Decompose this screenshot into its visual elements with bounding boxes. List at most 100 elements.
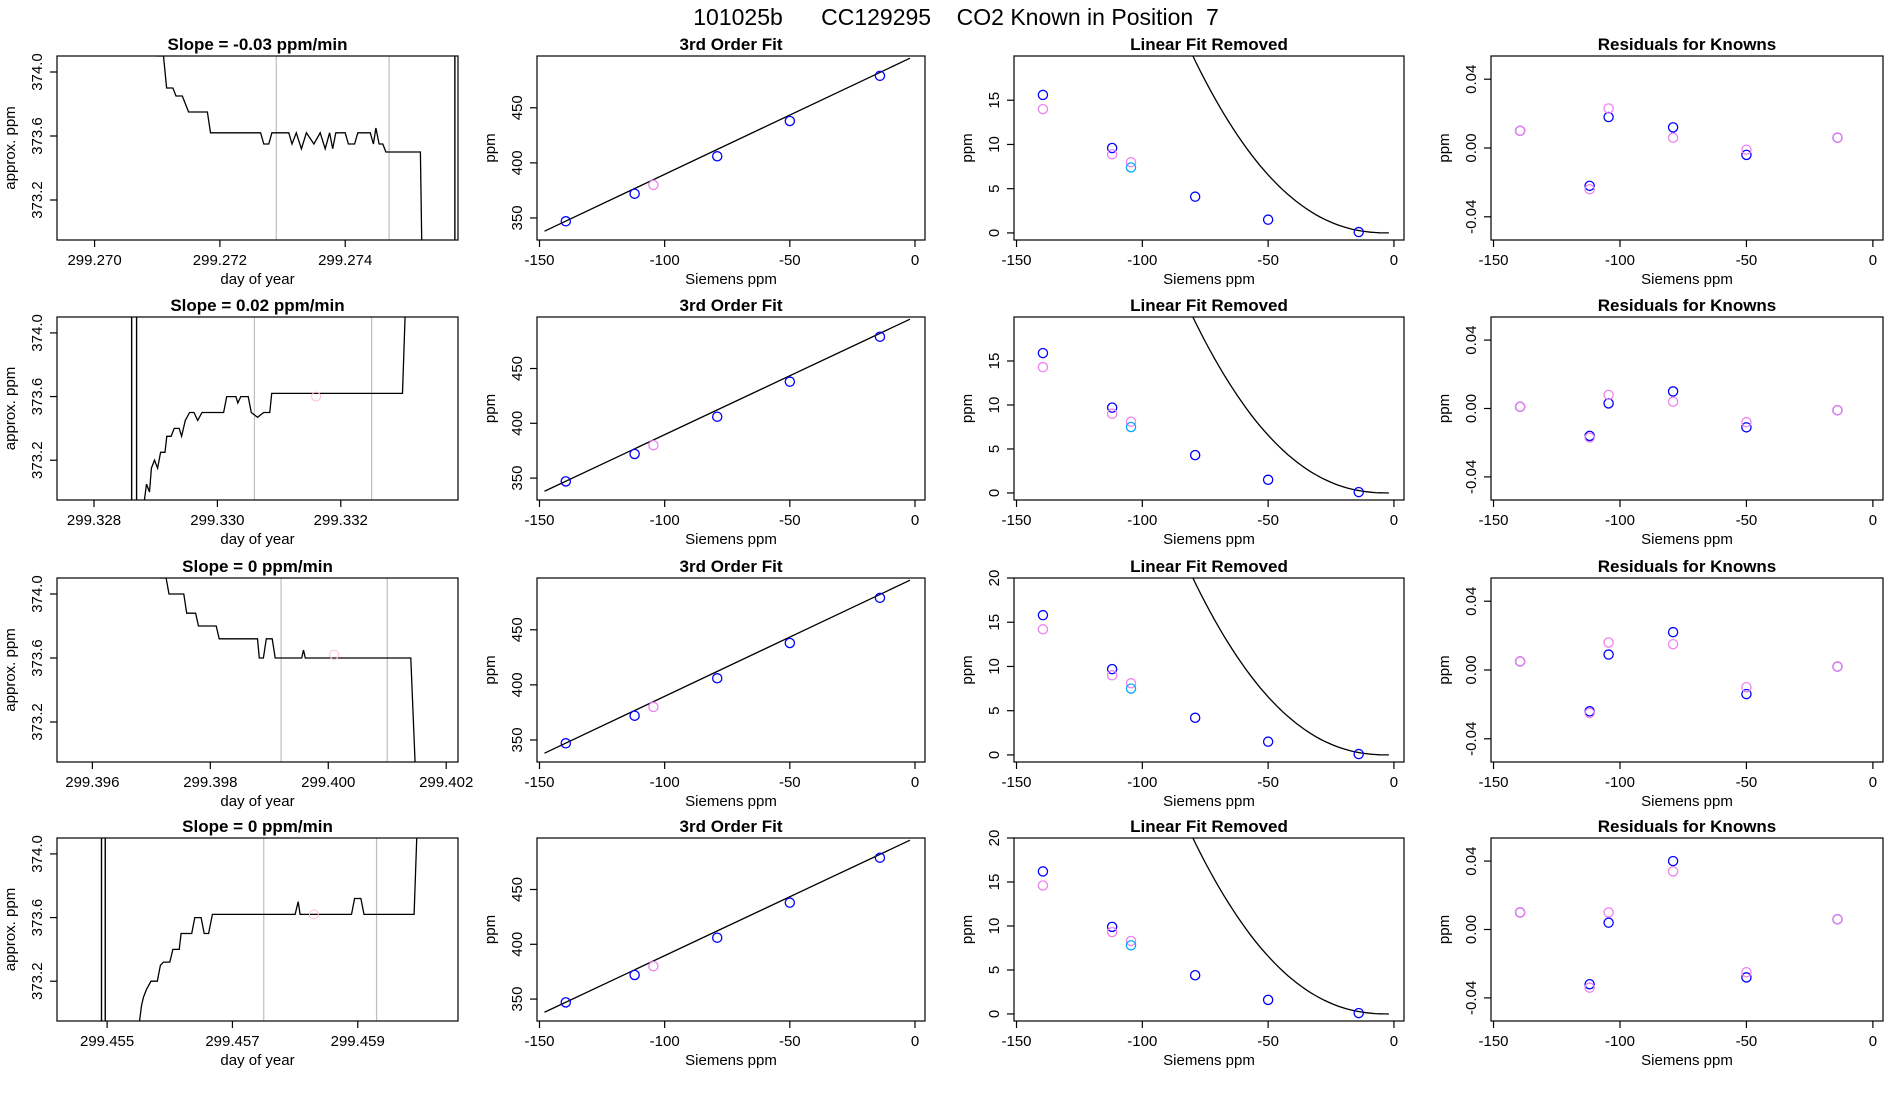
x-tick-label: -150 [1002, 252, 1032, 269]
x-axis-label: Siemens ppm [685, 1052, 777, 1069]
plot-area [1514, 103, 1843, 195]
y-tick-label: 0.00 [1463, 655, 1480, 684]
y-tick-label: 374.0 [29, 835, 46, 873]
x-tick-label: 299.396 [65, 774, 119, 791]
plot-area [544, 57, 911, 232]
data-point [1741, 422, 1752, 433]
data-point [874, 70, 886, 82]
data-point [1832, 661, 1843, 672]
data-point [711, 151, 723, 162]
panel-r1c2: -150 -100 -50 0 350 400 450 3rd Order Fit Siemen… [482, 35, 926, 288]
y-axis-label: ppm [959, 133, 976, 162]
x-tick-label: -50 [779, 512, 801, 529]
data-point [874, 852, 886, 863]
data-point [1603, 917, 1614, 928]
y-axis-label: ppm [1436, 133, 1453, 162]
data-point [1832, 132, 1843, 143]
data-point [1189, 970, 1201, 981]
y-axis-label: ppm [1436, 655, 1453, 684]
trace-line [143, 317, 406, 500]
y-tick-label: 0.04 [1463, 587, 1480, 616]
x-tick-label: -50 [1736, 512, 1758, 529]
y-axis-label: ppm [1436, 394, 1453, 423]
data-point [1037, 609, 1049, 621]
x-axis-label: Siemens ppm [1641, 531, 1733, 548]
panel-r3c3: -150 -100 -50 0 0 5 10 15 20 Linear Fit Removed Si… [959, 557, 1405, 810]
x-tick-label: -150 [524, 512, 554, 529]
y-axis-label: approx. ppm [2, 106, 19, 189]
plot-frame [56, 316, 459, 501]
y-tick-label: 20 [986, 830, 1003, 847]
y-tick-label: 0 [986, 229, 1003, 237]
data-point [784, 637, 796, 649]
panel-r3c4: -150 -100 -50 0 -0.04 0.00 0.04 Residuals for K… [1436, 557, 1884, 810]
panel-title: 3rd Order Fit [680, 557, 783, 576]
x-tick-label: 0 [1869, 512, 1877, 529]
panel-r2c4: -150 -100 -50 0 -0.04 0.00 0.04 Residuals for K… [1436, 296, 1884, 548]
y-tick-label: 374.0 [29, 314, 46, 352]
y-tick-label: 450 [509, 877, 526, 902]
y-tick-label: 374.0 [29, 575, 46, 613]
y-tick-label: 373.2 [29, 441, 46, 479]
plot-area [130, 317, 406, 500]
data-point [1514, 125, 1526, 137]
y-tick-label: 373.2 [29, 181, 46, 219]
data-point [1262, 736, 1274, 747]
data-point [1106, 408, 1118, 420]
panel-r3c1: 299.396 299.398 299.400 299.402 373.2 373.6 37… [2, 557, 473, 810]
data-point [1741, 144, 1752, 155]
y-tick-label: 15 [986, 874, 1003, 891]
panel-title: Linear Fit Removed [1130, 817, 1288, 836]
data-point [1741, 416, 1752, 428]
y-tick-label: 400 [509, 411, 526, 436]
data-point [1106, 670, 1118, 681]
panel-title: Residuals for Knowns [1598, 557, 1777, 576]
plot-frame [1013, 55, 1405, 241]
data-point [1584, 982, 1595, 993]
x-tick-label: -150 [1002, 1033, 1032, 1050]
x-tick-label: 0 [1869, 252, 1877, 269]
y-tick-label: 5 [986, 707, 1003, 715]
data-point [629, 188, 640, 199]
y-tick-label: 20 [986, 570, 1003, 587]
y-tick-label: 0.00 [1463, 915, 1480, 944]
data-point [1106, 921, 1118, 933]
marker-point [329, 649, 340, 660]
data-point [1262, 214, 1274, 225]
panel-title: Slope = 0.02 ppm/min [170, 296, 344, 315]
x-tick-label: 0 [1390, 512, 1398, 529]
x-tick-label: -100 [650, 252, 680, 269]
data-point [1514, 656, 1526, 667]
x-tick-label: -150 [1479, 774, 1509, 791]
data-point [1667, 386, 1679, 397]
data-point [648, 439, 659, 451]
y-tick-label: 400 [509, 672, 526, 697]
x-axis-label: Siemens ppm [685, 271, 777, 288]
plot-frame [1013, 837, 1405, 1022]
data-point [1037, 347, 1049, 359]
x-axis-label: day of year [220, 793, 294, 810]
data-point [1125, 421, 1137, 433]
plot-frame [1013, 577, 1405, 763]
x-tick-label: 299.330 [190, 512, 244, 529]
data-point [1037, 361, 1049, 373]
data-point [1741, 681, 1752, 693]
y-tick-label: 373.6 [29, 117, 46, 155]
data-point [1741, 972, 1752, 983]
data-point [1037, 89, 1049, 101]
x-tick-label: -150 [524, 252, 554, 269]
fit-curve [1192, 317, 1389, 494]
y-tick-label: 373.6 [29, 639, 46, 677]
y-tick-label: 374.0 [29, 53, 46, 91]
x-axis-label: Siemens ppm [685, 793, 777, 810]
x-axis-label: day of year [220, 1052, 294, 1069]
panel-title: Linear Fit Removed [1130, 557, 1288, 576]
x-tick-label: -100 [1605, 252, 1635, 269]
panel-r1c1: 299.270 299.272 299.274 373.2 373.6 374.0 Slop… [2, 35, 459, 288]
x-tick-label: -50 [779, 774, 801, 791]
y-tick-label: 10 [986, 397, 1003, 414]
data-point [1262, 994, 1274, 1006]
x-tick-label: -100 [1127, 252, 1157, 269]
x-axis-label: Siemens ppm [1163, 271, 1255, 288]
